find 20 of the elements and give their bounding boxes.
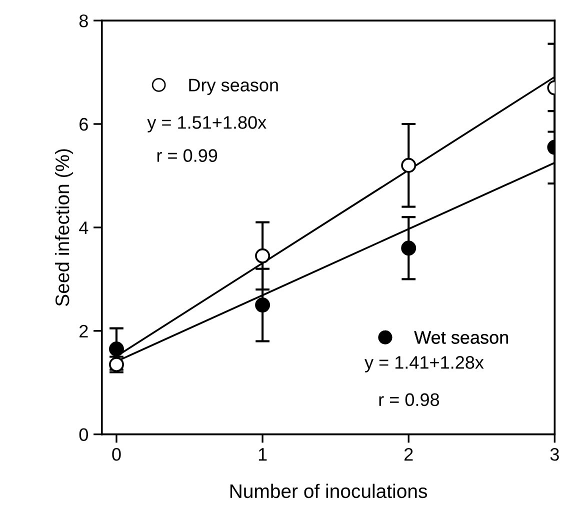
y-tick-label: 2 — [80, 324, 88, 338]
y-tick-label: 6 — [80, 118, 88, 131]
legend-label: Wet season — [414, 331, 508, 344]
annotation: r = 0.99 — [157, 149, 218, 162]
point — [108, 341, 124, 356]
point — [255, 248, 270, 264]
annotation: r = 0.98 — [379, 393, 440, 406]
y-tick-label: 8 — [79, 14, 88, 28]
x-tick-label: 1 — [258, 448, 267, 461]
y-tick-label: 0 — [79, 428, 88, 442]
x-tick-label: 0 — [112, 448, 121, 461]
annotation: y = 1.41+1.28x — [364, 356, 484, 372]
x-tick-label: 3 — [550, 448, 559, 461]
y-axis-title: Seed infection (%) — [54, 149, 74, 306]
y-tick-label: 4 — [79, 222, 88, 234]
legend-label: Dry season — [189, 78, 278, 96]
annotation: y = 1.51+1.80x — [147, 116, 266, 132]
x-axis-title: Number of inoculations — [230, 484, 428, 498]
x-tick-label: 2 — [404, 448, 413, 461]
point — [255, 298, 270, 313]
